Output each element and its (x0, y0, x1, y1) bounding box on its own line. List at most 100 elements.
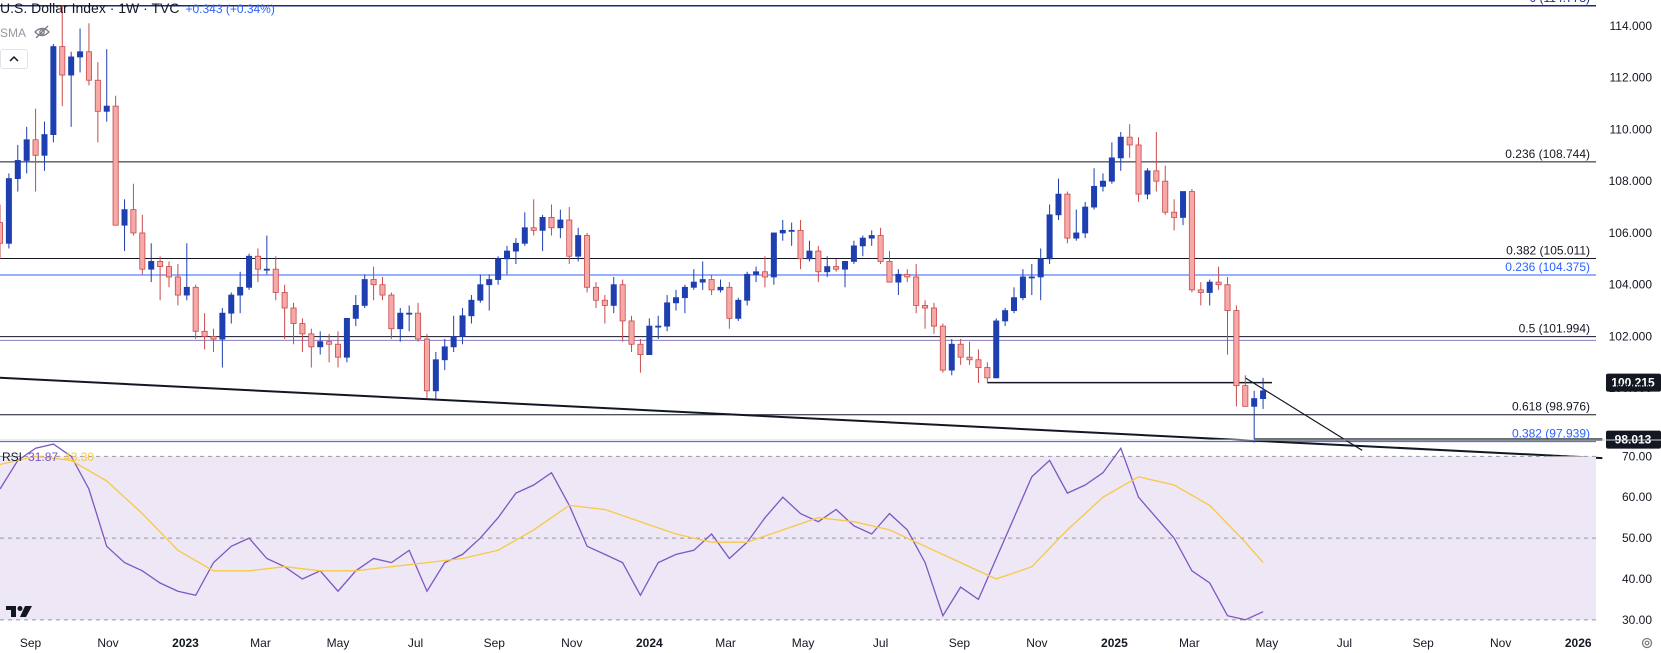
candle-body (290, 307, 297, 324)
candle-body (788, 229, 795, 232)
candle-body (886, 261, 893, 283)
price-axis[interactable]: 114.000 112.000 110.000 108.000 106.000 104.0… (1609, 19, 1653, 395)
price-tick-label: 100.000 (1609, 381, 1653, 395)
chevron-up-icon (9, 55, 19, 62)
time-tick-label: Mar (715, 636, 736, 650)
candle-body (539, 217, 546, 231)
time-tick-label: May (1256, 636, 1279, 650)
fib-level-label: 0.382 (105.011) (1506, 244, 1590, 258)
time-tick-label: 2026 (1565, 636, 1592, 650)
candle-body (726, 286, 733, 319)
candle-body (272, 268, 279, 293)
tradingview-logo[interactable] (4, 603, 38, 619)
candle-body (85, 51, 92, 81)
candle-body (41, 134, 48, 156)
candle-body (441, 346, 448, 361)
candle-body (228, 294, 235, 314)
candle-body (1099, 180, 1106, 187)
chart-header[interactable]: U.S. Dollar Index · 1W · TVC +0.343 (+0.3… (0, 0, 275, 18)
rsi-series-line (0, 455, 1264, 580)
rsi-tick-label: 70.00 (1622, 449, 1652, 463)
candle-body (664, 302, 671, 327)
candle-body (477, 284, 484, 301)
candle-body (806, 250, 813, 260)
candle-body (512, 242, 519, 252)
time-tick-label: Jul (408, 636, 423, 650)
candle-body (415, 312, 422, 340)
candle-body (1144, 170, 1151, 195)
price-pane[interactable]: 0 (114.778) 0.236 (108.744) 0.382 (105.011… (0, 0, 1661, 460)
rsi-lines (0, 443, 1264, 621)
candle-body (406, 312, 413, 315)
candle-body (1242, 385, 1249, 407)
candle-body (842, 261, 849, 270)
candle-body (1028, 276, 1035, 279)
time-tick-label: Sep (949, 636, 971, 650)
price-tick-label: 110.000 (1610, 122, 1653, 136)
candle-body (112, 105, 119, 226)
price-tick-label: 104.000 (1609, 278, 1653, 292)
candle-body (1082, 206, 1089, 234)
time-tick-label: 2024 (636, 636, 663, 650)
candle-body (913, 276, 920, 306)
candle-body (584, 235, 591, 288)
rsi-tick-label: 60.00 (1622, 490, 1652, 504)
fib-level-label: 0.382 (97.939) (1512, 427, 1590, 441)
fib-level-label: 0.236 (104.375) (1505, 260, 1590, 274)
candle-body (14, 160, 21, 179)
candle-body (504, 250, 511, 260)
candle-body (628, 320, 635, 345)
price-tick-label: 114.000 (1610, 19, 1653, 33)
candle-body (1037, 258, 1044, 278)
candle-body (877, 235, 884, 262)
symbol-title[interactable]: U.S. Dollar Index · 1W · TVC (0, 0, 180, 16)
fib-level-label: 0 (114.778) (1530, 0, 1591, 5)
candle-body (1153, 170, 1160, 182)
candle-body (1162, 180, 1169, 213)
candle-body (423, 338, 430, 392)
candle-body (601, 299, 608, 306)
candle-body (1135, 144, 1142, 195)
candle-body (174, 276, 181, 296)
candle-body (717, 286, 724, 291)
candle-body (210, 336, 217, 340)
rsi-tick-label: 40.00 (1622, 572, 1652, 586)
candle-body (219, 312, 226, 340)
candle-body (1011, 297, 1018, 311)
eye-hidden-icon[interactable] (34, 25, 50, 39)
candle-body (1108, 157, 1115, 182)
trendline (0, 376, 1603, 460)
candle-body (824, 266, 831, 273)
candle-body (930, 307, 937, 327)
candle-body (975, 359, 982, 368)
time-tick-label: Nov (1490, 636, 1511, 650)
time-axis[interactable]: Sep Nov 2023 Mar May Jul Sep Nov 2024 Mar May Jul Se… (20, 636, 1592, 650)
rsi-legend[interactable]: RSI 31.87 43.30 (2, 450, 94, 464)
sma-indicator-label[interactable]: SMA (0, 26, 27, 40)
trendline (1244, 377, 1363, 451)
candle-body (530, 227, 537, 231)
settings-icon[interactable] (1640, 636, 1654, 650)
rsi-pane[interactable]: 70.00 60.00 50.00 40.00 30.00 (0, 443, 1652, 627)
candle-body (673, 297, 680, 304)
candle-body (326, 341, 333, 345)
time-tick-label: May (327, 636, 350, 650)
candle-body (450, 336, 457, 348)
collapse-indicators-button[interactable] (0, 49, 28, 69)
time-tick-label: Nov (561, 636, 582, 650)
candle-body (335, 343, 342, 358)
time-tick-label: Nov (1026, 636, 1047, 650)
candle-body (1224, 284, 1231, 311)
candle-body (157, 261, 164, 267)
candle-body (1180, 191, 1187, 218)
rsi-tick-label: 50.00 (1622, 531, 1652, 545)
candle-body (833, 266, 840, 270)
candle-body (352, 305, 359, 319)
candle-body (1073, 232, 1080, 239)
candle-body (361, 279, 368, 306)
candle-body (637, 343, 644, 355)
rsi-axis[interactable]: 70.00 60.00 50.00 40.00 30.00 (1622, 449, 1652, 626)
candle-body (130, 209, 137, 234)
trendlines[interactable] (0, 375, 1603, 460)
